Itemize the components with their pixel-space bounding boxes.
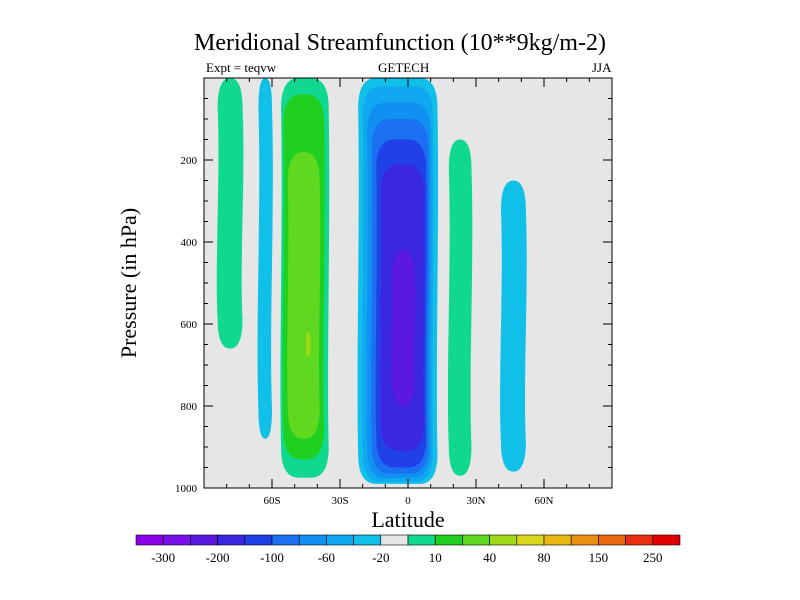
colorbar-swatch bbox=[598, 534, 626, 546]
y-tick-label: 400 bbox=[181, 237, 198, 249]
x-axis-title: Latitude bbox=[371, 507, 444, 532]
southern-ferrel-cell-level-3 bbox=[305, 332, 312, 357]
colorbar-swatch bbox=[244, 534, 273, 546]
colorbar-label: 40 bbox=[483, 550, 496, 565]
colorbar-swatch bbox=[570, 534, 599, 546]
colorbar-swatch bbox=[407, 534, 436, 546]
colorbar-swatch bbox=[625, 534, 654, 546]
chart-title: Meridional Streamfunction (10**9kg/m-2) bbox=[194, 30, 606, 56]
colorbar-label: -200 bbox=[206, 550, 230, 565]
y-tick-label: 800 bbox=[181, 401, 198, 413]
y-tick-label: 200 bbox=[181, 155, 198, 167]
x-tick-label: 60N bbox=[535, 495, 554, 507]
x-tick-label: 30S bbox=[331, 495, 348, 507]
southern-hadley-cell-level-6 bbox=[391, 250, 416, 406]
x-tick-label: 30N bbox=[467, 495, 486, 507]
colorbar-label: 250 bbox=[643, 550, 663, 565]
colorbar-swatch bbox=[162, 534, 191, 546]
colorbar-swatch bbox=[326, 534, 354, 546]
colorbar-label: 10 bbox=[429, 550, 442, 565]
colorbar-swatch bbox=[380, 534, 409, 546]
experiment-label: Expt = teqvw bbox=[206, 60, 277, 75]
colorbar-swatch bbox=[434, 534, 463, 546]
colorbar-swatch bbox=[298, 534, 327, 546]
colorbar-label: -100 bbox=[260, 550, 284, 565]
model-label: GETECH bbox=[378, 60, 430, 75]
y-axis-title: Pressure (in hPa) bbox=[116, 208, 141, 358]
y-tick-label: 1000 bbox=[175, 483, 198, 495]
northern-ferrel-cell bbox=[500, 180, 527, 472]
colorbar-label: 80 bbox=[538, 550, 551, 565]
season-label: JJA bbox=[592, 60, 612, 75]
northern-cell bbox=[447, 139, 473, 476]
x-tick-label: 60S bbox=[263, 495, 280, 507]
colorbar-swatch bbox=[462, 534, 490, 546]
colorbar-label: -20 bbox=[372, 550, 389, 565]
colorbar-label: -300 bbox=[151, 550, 175, 565]
colorbar-swatch bbox=[353, 534, 382, 546]
colorbar-label: -60 bbox=[318, 550, 335, 565]
colorbar-swatch bbox=[543, 534, 572, 546]
y-tick-label: 600 bbox=[181, 319, 198, 331]
x-tick-label: 0 bbox=[405, 495, 411, 507]
colorbar-label: 150 bbox=[589, 550, 609, 565]
contour-fields bbox=[216, 78, 527, 484]
southern-ferrel-cell-level-2 bbox=[287, 151, 321, 439]
colorbar-swatch bbox=[217, 534, 246, 546]
polar-edge-south bbox=[257, 78, 273, 439]
colorbar-swatch bbox=[516, 534, 545, 546]
colorbar-swatch bbox=[135, 534, 164, 546]
polar-cell-south bbox=[216, 78, 244, 349]
colorbar-swatch bbox=[190, 534, 218, 546]
colorbar-swatch bbox=[652, 534, 681, 546]
colorbar-swatch bbox=[271, 534, 300, 546]
colorbar-swatch bbox=[489, 534, 518, 546]
